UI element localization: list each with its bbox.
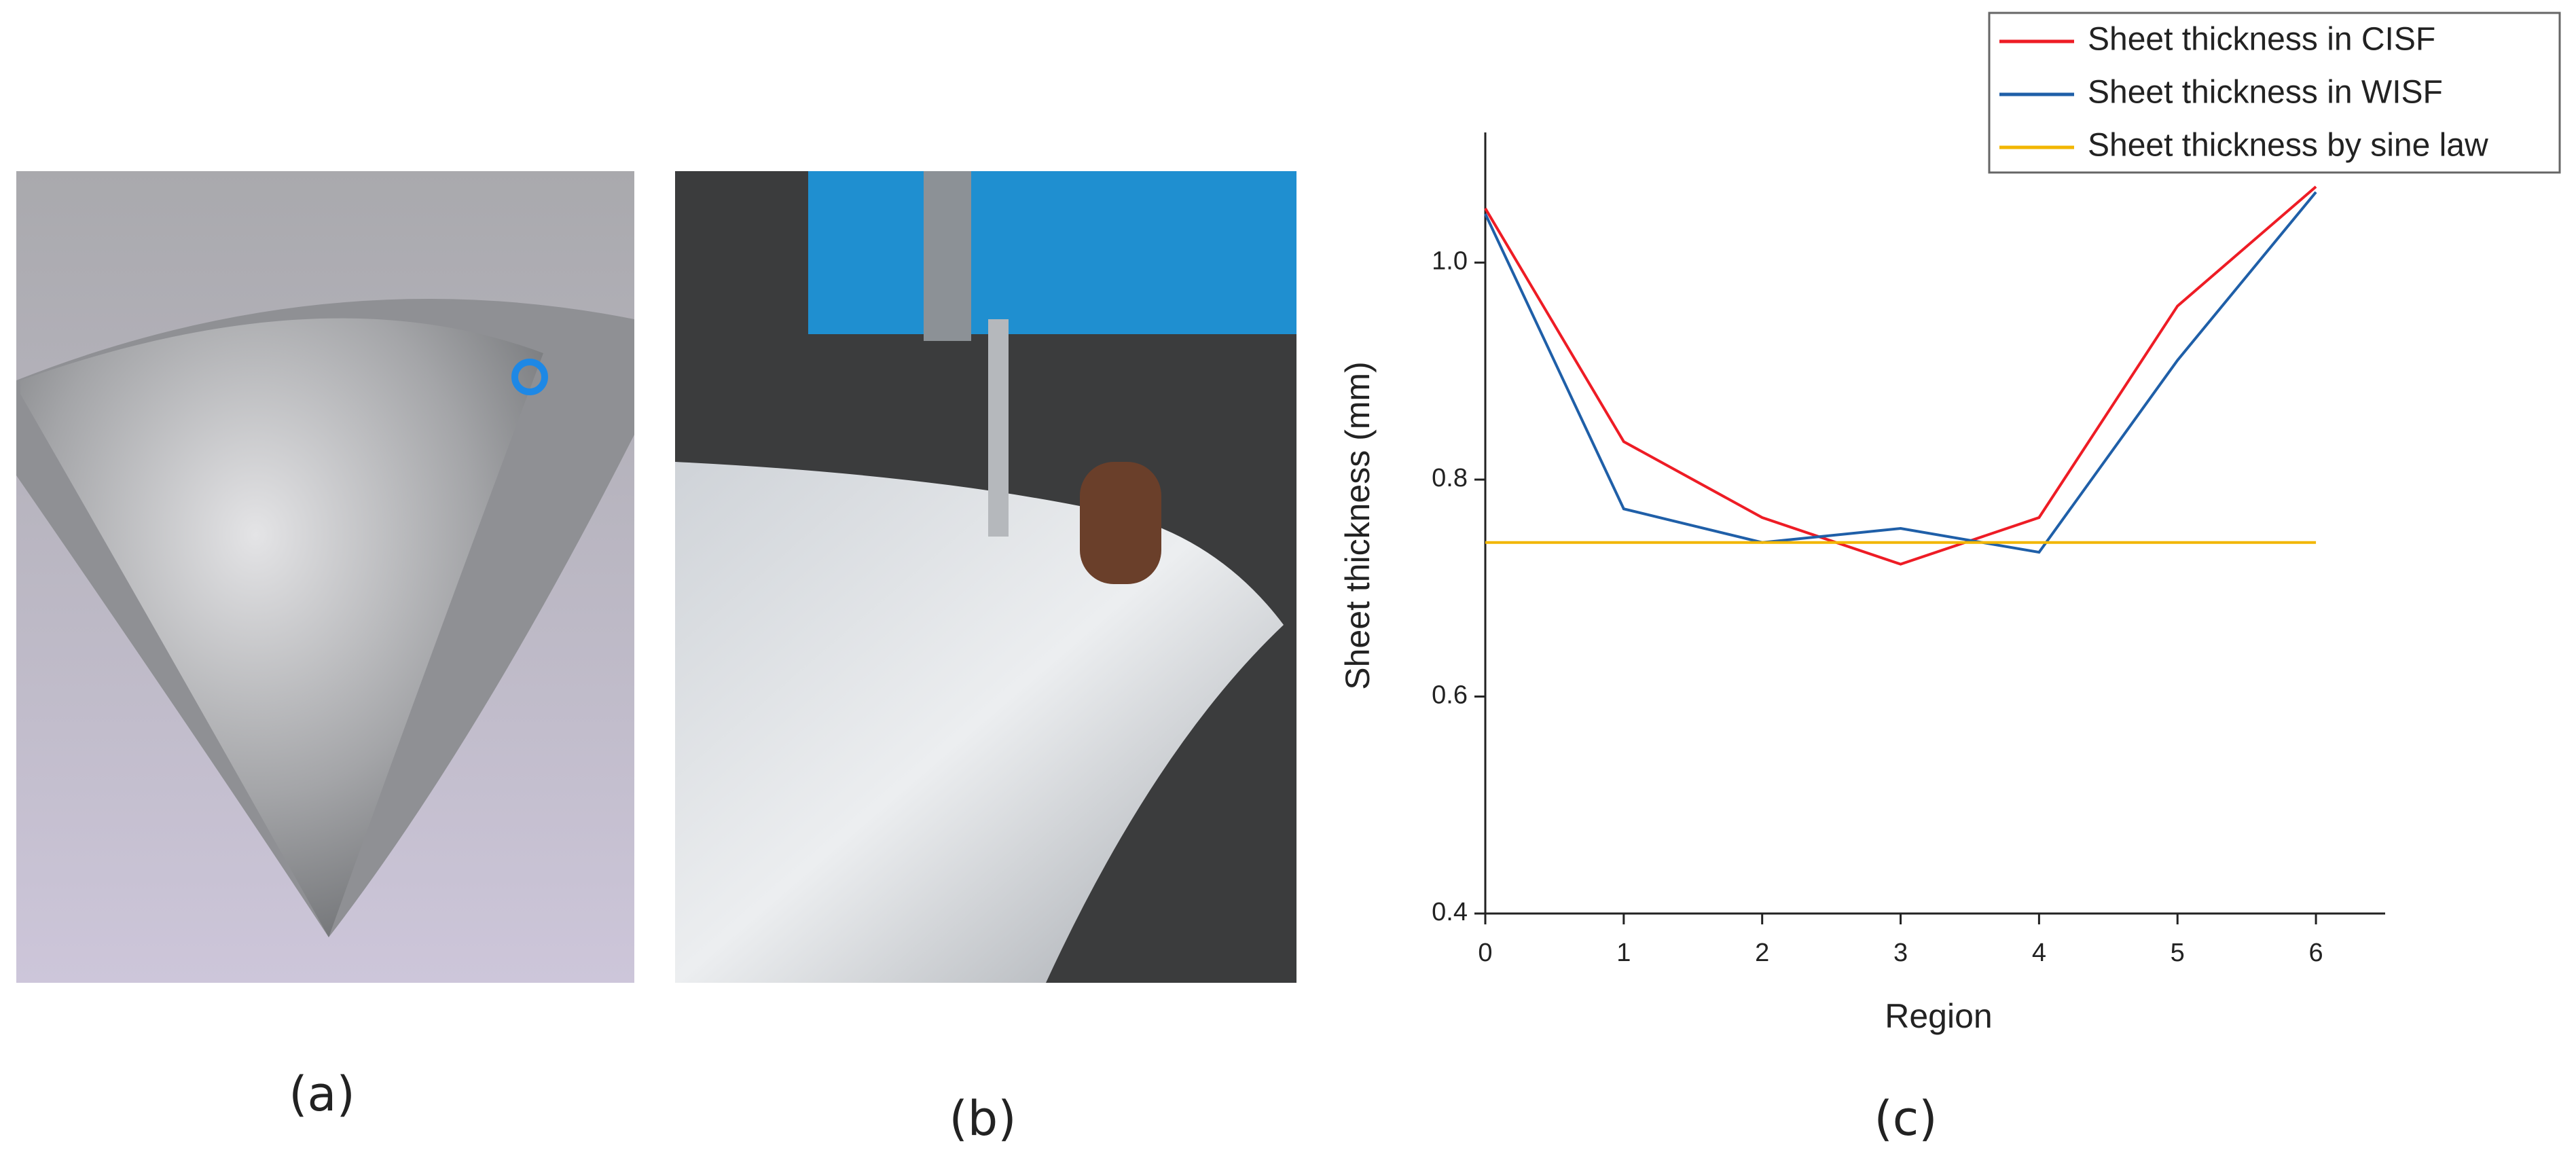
legend-box [1988, 12, 2561, 174]
y-tick-label: 0.4 [1432, 898, 1468, 926]
y-axis-title: Sheet thickness (mm) [1339, 361, 1377, 689]
panel-label: (a) [289, 1066, 355, 1122]
series-line [1484, 185, 2317, 566]
legend-label: Sheet thickness by sine law [2088, 128, 2488, 164]
x-tick-label: 5 [2171, 939, 2185, 967]
x-tick-label: 4 [2032, 939, 2046, 967]
x-axis-title: Region [1885, 997, 1992, 1035]
x-tick-label: 3 [1893, 939, 1908, 967]
x-tick-label: 2 [1755, 939, 1769, 967]
y-tick-label: 0.8 [1432, 464, 1468, 492]
y-tick-label: 1.0 [1432, 247, 1468, 276]
legend-label: Sheet thickness in WISF [2088, 75, 2443, 111]
legend-label: Sheet thickness in CISF [2088, 22, 2435, 58]
x-tick-label: 1 [1616, 939, 1631, 967]
series-line [1484, 191, 2317, 554]
x-tick-label: 0 [1478, 939, 1492, 967]
y-tick-label: 0.6 [1432, 681, 1468, 710]
panel-label: (c) [1874, 1091, 1937, 1146]
x-tick-label: 6 [2309, 939, 2323, 967]
photo-b [675, 171, 1296, 983]
panel-label: (b) [949, 1091, 1016, 1146]
photo-a [16, 171, 634, 983]
